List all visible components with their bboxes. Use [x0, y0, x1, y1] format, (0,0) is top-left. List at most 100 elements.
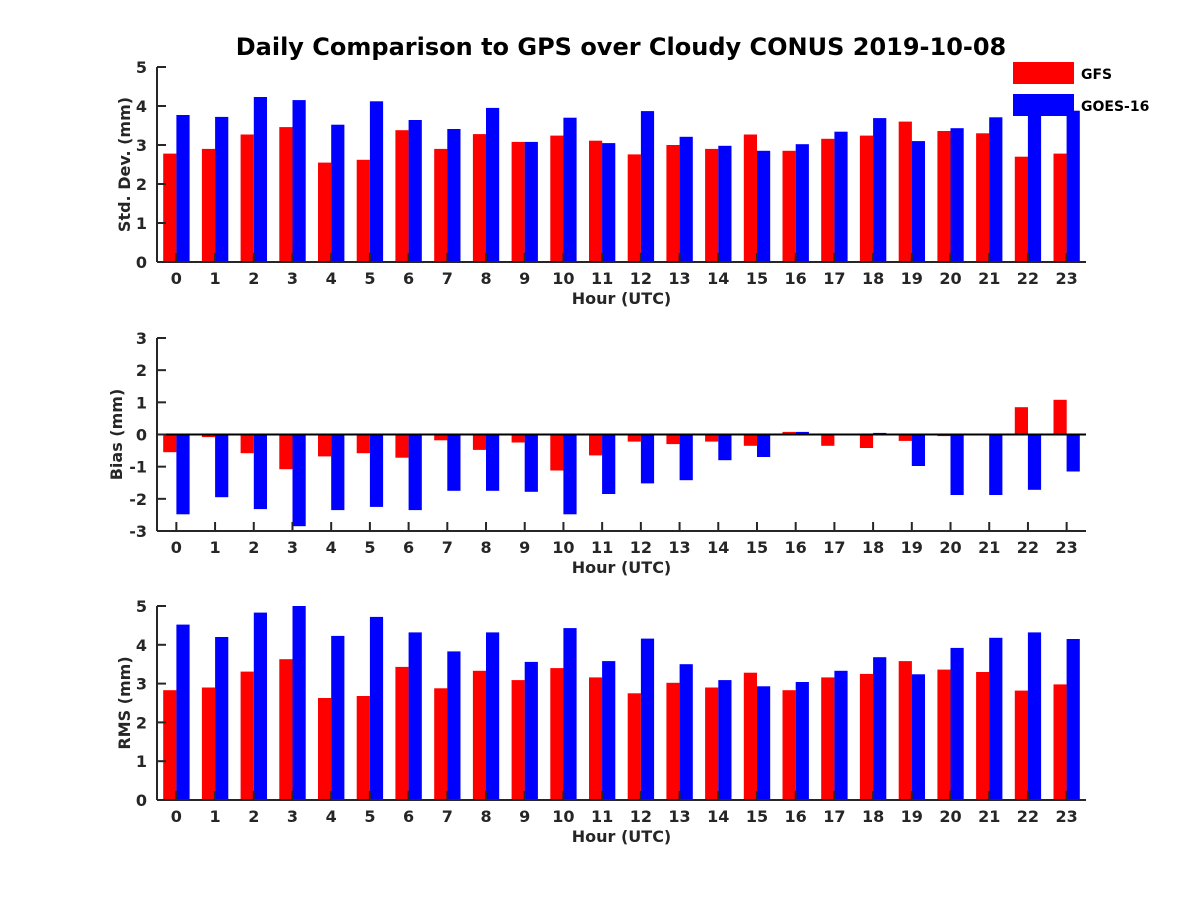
rms-bar-goes16-9: [524, 661, 538, 800]
rms-x-tick-label: 6: [403, 807, 414, 826]
bias-x-tick-label: 12: [630, 538, 652, 557]
rms-bar-goes16-4: [331, 635, 345, 800]
bias-x-tick-label: 23: [1056, 538, 1078, 557]
std-bar-goes16-15: [757, 150, 771, 262]
rms-y-tick-label: 1: [136, 752, 147, 771]
std-bar-goes16-17: [834, 131, 848, 262]
std-y-tick-label: 3: [136, 136, 147, 155]
bias-bar-goes16-9: [524, 434, 538, 492]
rms-x-tick-label: 9: [519, 807, 530, 826]
std-x-tick-label: 11: [591, 269, 613, 288]
rms-bar-gfs-7: [434, 688, 448, 800]
bias-y-tick-label: 3: [136, 329, 147, 348]
std-bar-gfs-15: [743, 134, 757, 262]
std-x-tick-label: 12: [630, 269, 652, 288]
bias-bar-goes16-3: [292, 434, 306, 527]
rms-x-tick-label: 20: [939, 807, 961, 826]
rms-x-tick-label: 14: [707, 807, 729, 826]
std-bar-goes16-8: [486, 107, 500, 263]
bias-x-axis-label: Hour (UTC): [572, 558, 672, 577]
std-bar-goes16-16: [795, 144, 809, 262]
bias-bar-gfs-4: [318, 434, 332, 457]
std-bar-gfs-10: [550, 135, 564, 262]
std-x-tick-label: 20: [939, 269, 961, 288]
rms-y-tick-label: 4: [136, 636, 147, 655]
std-x-tick-label: 21: [978, 269, 1000, 288]
std-bar-gfs-19: [898, 121, 912, 262]
std-bar-gfs-1: [201, 148, 216, 262]
rms-bar-goes16-5: [369, 616, 384, 800]
std-x-tick-label: 5: [364, 269, 375, 288]
std-y-tick-label: 5: [136, 58, 147, 77]
bias-bar-goes16-5: [369, 434, 384, 507]
std-bar-goes16-10: [563, 117, 577, 262]
chart-title: Daily Comparison to GPS over Cloudy CONU…: [236, 33, 1007, 61]
rms-x-tick-label: 22: [1017, 807, 1039, 826]
rms-bar-gfs-6: [395, 666, 409, 800]
std-bar-gfs-0: [163, 153, 177, 262]
std-x-axis-label: Hour (UTC): [572, 289, 672, 308]
bias-bar-gfs-12: [627, 434, 641, 442]
std-y-tick-label: 0: [136, 253, 147, 272]
rms-bar-goes16-14: [718, 680, 732, 800]
std-bar-goes16-14: [718, 145, 732, 262]
bias-y-tick-label: -2: [129, 490, 147, 509]
rms-bar-gfs-18: [859, 673, 874, 800]
bias-x-tick-label: 0: [171, 538, 182, 557]
legend-label-gfs: GFS: [1081, 67, 1112, 83]
bias-x-tick-label: 4: [326, 538, 337, 557]
std-bar-goes16-5: [369, 101, 384, 262]
std-bar-gfs-4: [318, 162, 332, 262]
rms-x-tick-label: 4: [326, 807, 337, 826]
std-bar-gfs-16: [782, 150, 796, 262]
rms-x-tick-label: 1: [209, 807, 220, 826]
rms-bar-goes16-11: [602, 661, 616, 800]
bias-bar-goes16-0: [176, 434, 190, 515]
std-x-tick-label: 4: [326, 269, 337, 288]
rms-bar-goes16-10: [563, 628, 577, 800]
rms-x-tick-label: 8: [480, 807, 491, 826]
std-x-tick-label: 22: [1017, 269, 1039, 288]
std-bar-gfs-5: [356, 159, 370, 262]
bias-bar-goes16-22: [1027, 434, 1042, 490]
bias-bar-goes16-23: [1066, 434, 1080, 472]
bias-x-tick-label: 21: [978, 538, 1000, 557]
rms-y-tick-label: 0: [136, 791, 147, 810]
std-x-tick-label: 23: [1056, 269, 1078, 288]
std-bar-gfs-8: [472, 134, 487, 262]
std-x-tick-label: 2: [248, 269, 259, 288]
bias-x-tick-label: 13: [668, 538, 690, 557]
bias-bar-gfs-7: [434, 434, 448, 441]
bias-bar-goes16-1: [215, 434, 229, 498]
bias-x-tick-label: 20: [939, 538, 961, 557]
std-y-axis-label: Std. Dev. (mm): [115, 97, 134, 232]
std-bar-goes16-23: [1066, 110, 1080, 262]
std-bar-gfs-17: [821, 138, 835, 262]
std-x-tick-label: 1: [209, 269, 220, 288]
std-x-tick-label: 3: [287, 269, 298, 288]
rms-x-axis-label: Hour (UTC): [572, 827, 672, 846]
bias-x-tick-label: 8: [480, 538, 491, 557]
bias-bar-gfs-16: [782, 431, 796, 435]
rms-x-tick-label: 5: [364, 807, 375, 826]
std-bar-goes16-19: [911, 141, 925, 262]
rms-bar-goes16-13: [679, 664, 693, 800]
std-bar-goes16-1: [215, 116, 229, 263]
bias-bar-goes16-15: [757, 434, 771, 457]
bias-bar-goes16-20: [950, 434, 964, 495]
rms-bar-goes16-15: [757, 686, 771, 800]
std-x-tick-label: 7: [442, 269, 453, 288]
bias-bar-gfs-18: [859, 434, 874, 448]
rms-x-tick-label: 2: [248, 807, 259, 826]
rms-bar-gfs-0: [163, 690, 177, 800]
std-x-tick-label: 17: [823, 269, 845, 288]
rms-bar-gfs-17: [821, 677, 835, 800]
bias-bar-gfs-3: [279, 434, 293, 470]
bias-x-tick-label: 2: [248, 538, 259, 557]
std-bar-goes16-7: [447, 129, 461, 262]
rms-bar-gfs-9: [511, 680, 525, 800]
rms-x-tick-label: 17: [823, 807, 845, 826]
bias-bar-goes16-16: [795, 431, 809, 435]
std-x-tick-label: 19: [901, 269, 923, 288]
